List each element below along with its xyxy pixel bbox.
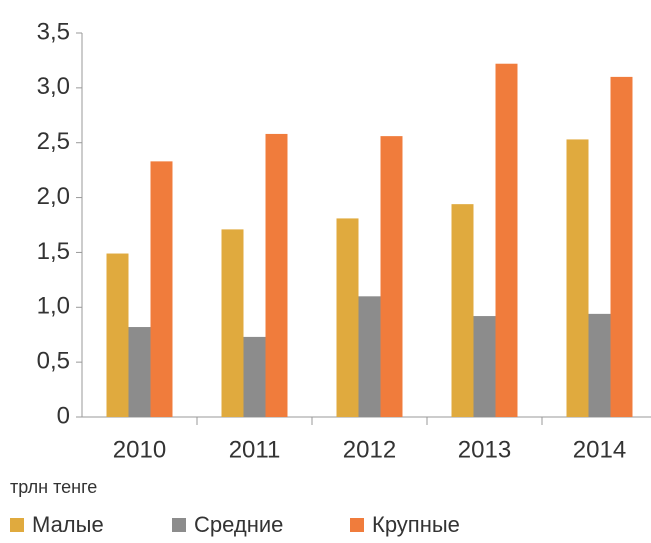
bar [106,253,129,417]
legend-label: Крупные [372,512,460,537]
bar [128,327,151,417]
y-tick-label: 2,0 [37,183,70,210]
y-tick-label: 3,5 [37,18,70,45]
bar [150,161,173,417]
y-tick-label: 0 [57,402,70,429]
bar [336,218,359,417]
legend-label: Малые [32,512,104,537]
y-tick-label: 3,0 [37,73,70,100]
x-tick-label: 2013 [458,436,511,463]
bar [566,139,589,417]
bar [380,136,403,418]
bar [451,204,474,417]
bar [495,63,518,417]
x-tick-label: 2010 [113,436,166,463]
bar [265,133,288,418]
x-tick-label: 2011 [229,436,281,463]
bar [588,313,611,417]
y-tick-label: 2,5 [37,128,70,155]
bar [610,76,633,417]
legend-swatch [172,518,186,532]
legend-swatch [10,518,24,532]
y-tick-label: 1,0 [37,293,70,320]
y-tick-label: 0,5 [37,347,70,374]
bar [358,296,381,417]
legend-label: Средние [194,512,283,537]
bar [243,336,266,417]
bar [221,229,244,417]
y-tick-label: 1,5 [37,238,70,265]
x-tick-label: 2012 [343,436,396,463]
axis-unit-label: трлн тенге [10,477,97,497]
legend-swatch [350,518,364,532]
x-tick-label: 2014 [573,436,626,463]
bar [473,316,496,417]
